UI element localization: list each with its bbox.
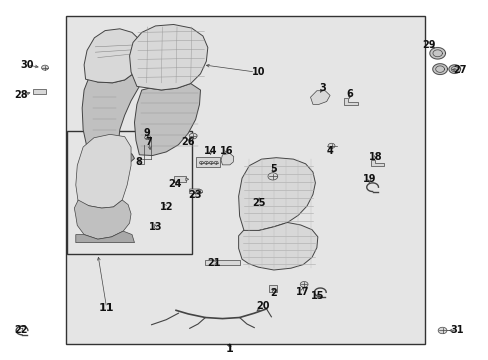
Polygon shape <box>310 91 329 104</box>
Polygon shape <box>76 134 131 208</box>
Polygon shape <box>448 65 460 73</box>
Text: 27: 27 <box>452 65 466 75</box>
Text: 24: 24 <box>168 179 182 189</box>
Circle shape <box>196 189 202 194</box>
Polygon shape <box>195 157 220 167</box>
Circle shape <box>300 282 307 287</box>
Polygon shape <box>129 24 207 90</box>
Polygon shape <box>268 285 276 292</box>
Text: 17: 17 <box>295 287 308 297</box>
Text: 23: 23 <box>187 190 201 200</box>
Polygon shape <box>221 153 233 165</box>
Circle shape <box>209 161 213 164</box>
Polygon shape <box>432 64 447 75</box>
Text: 13: 13 <box>148 222 162 232</box>
Text: 9: 9 <box>143 128 150 138</box>
Text: 20: 20 <box>256 301 269 311</box>
Polygon shape <box>33 89 46 94</box>
Text: 15: 15 <box>310 291 324 301</box>
Circle shape <box>189 133 197 139</box>
Text: 2: 2 <box>270 288 277 298</box>
Polygon shape <box>82 63 139 159</box>
Text: 21: 21 <box>207 258 221 268</box>
Polygon shape <box>76 231 134 243</box>
Text: 14: 14 <box>203 146 217 156</box>
Circle shape <box>41 65 48 70</box>
Text: 30: 30 <box>20 60 34 70</box>
Text: 7: 7 <box>145 137 152 147</box>
Circle shape <box>267 173 277 180</box>
Polygon shape <box>74 200 131 239</box>
Text: 18: 18 <box>368 152 382 162</box>
Text: 1: 1 <box>225 344 233 354</box>
Circle shape <box>214 161 218 164</box>
Text: 8: 8 <box>135 157 142 167</box>
Polygon shape <box>174 176 185 182</box>
Bar <box>67 131 192 254</box>
Polygon shape <box>429 48 445 59</box>
Text: 10: 10 <box>252 67 265 77</box>
Circle shape <box>199 161 203 164</box>
Text: 28: 28 <box>14 90 28 100</box>
Circle shape <box>204 161 208 164</box>
Text: 12: 12 <box>159 202 173 212</box>
Circle shape <box>437 327 446 334</box>
Text: 16: 16 <box>219 146 233 156</box>
Polygon shape <box>189 189 201 194</box>
Text: 5: 5 <box>270 164 277 174</box>
Polygon shape <box>185 178 188 181</box>
Text: 19: 19 <box>362 174 375 184</box>
Polygon shape <box>343 98 358 105</box>
Text: 25: 25 <box>252 198 265 208</box>
Text: 6: 6 <box>346 89 352 99</box>
Text: 4: 4 <box>326 146 333 156</box>
Polygon shape <box>134 84 200 156</box>
Polygon shape <box>117 152 134 164</box>
Text: 29: 29 <box>422 40 435 50</box>
Bar <box>66 16 425 344</box>
Text: 11: 11 <box>99 303 114 313</box>
Polygon shape <box>238 222 317 270</box>
Polygon shape <box>205 260 239 265</box>
Polygon shape <box>84 29 142 83</box>
Text: 3: 3 <box>319 83 325 93</box>
Circle shape <box>327 143 334 148</box>
Polygon shape <box>371 160 383 166</box>
Text: 31: 31 <box>449 325 463 336</box>
Text: 26: 26 <box>181 137 195 147</box>
Text: 22: 22 <box>14 325 27 336</box>
Circle shape <box>144 135 150 140</box>
Polygon shape <box>238 158 315 232</box>
